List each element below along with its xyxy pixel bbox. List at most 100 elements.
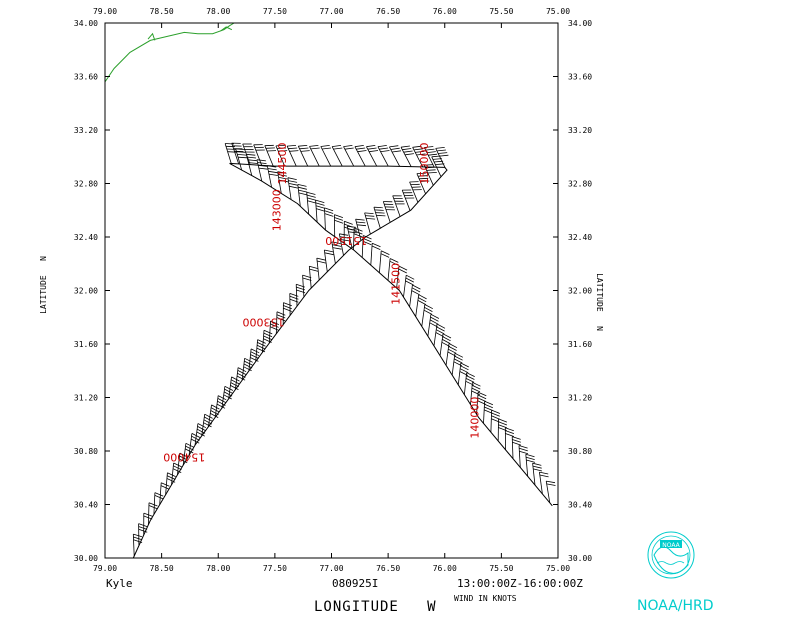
y-tick-label-right: 34.00 [568, 19, 592, 28]
x-tick-label-bottom: 76.00 [433, 564, 457, 573]
wind-barb-feather [173, 465, 182, 471]
wind-barb-feather [380, 150, 390, 153]
wind-barb-feather [315, 199, 325, 203]
wind-barb-feather [138, 523, 148, 527]
wind-units-note: WIND IN KNOTS [454, 594, 517, 603]
wind-barb-feather [243, 366, 252, 372]
wind-barb-feather [379, 147, 389, 150]
x-tick-label-bottom: 79.00 [93, 564, 117, 573]
wind-barb-feather [392, 150, 402, 153]
wind-barb-staff [464, 372, 467, 395]
wind-barb-feather [256, 344, 266, 350]
wind-barb-feather [465, 380, 474, 386]
wind-barb-feather [525, 453, 535, 458]
wind-barb-feather [484, 409, 493, 414]
wind-barb-feather [316, 208, 325, 212]
wind-barb-feather [237, 156, 248, 159]
wind-barb-staff [370, 243, 373, 266]
wind-barb-feather [447, 351, 457, 357]
wind-barb-feather [270, 323, 279, 328]
wind-barb-feather [454, 358, 463, 364]
time-range: 13:00:00Z-16:00:00Z [457, 577, 583, 590]
wind-barb-feather [173, 462, 182, 468]
wind-barb-feather [237, 372, 246, 378]
y-tick-label-left: 32.40 [74, 233, 98, 242]
wind-barb-feather [288, 183, 298, 186]
wind-barb-feather [356, 221, 366, 224]
wind-barb-feather [430, 313, 440, 319]
y-tick-label-right: 32.80 [568, 180, 592, 189]
wind-barb-feather [466, 375, 475, 380]
wind-barb-feather [210, 410, 219, 416]
wind-barb-feather [322, 147, 332, 150]
wind-barb-feather [362, 240, 372, 246]
coastline [104, 22, 235, 83]
wind-barb-feather [288, 180, 298, 183]
wind-barb-feather [425, 166, 435, 169]
wind-barb-feather [471, 384, 481, 390]
wind-barb-feather [339, 236, 349, 239]
wind-barb-feather [459, 371, 469, 376]
wind-barb-staff [241, 358, 245, 381]
wind-barb-feather [197, 423, 207, 429]
x-tick-label-top: 78.50 [150, 7, 174, 16]
wind-barb-staff [400, 147, 412, 167]
wind-barb-feather [436, 326, 445, 332]
wind-barb-feather [289, 150, 299, 152]
wind-barb-feather [276, 317, 286, 322]
wind-barb-staff [264, 145, 274, 167]
wind-barb-feather [306, 194, 316, 198]
wind-barb-feather [275, 145, 285, 147]
wind-barb-feather [263, 338, 272, 343]
wind-barb-staff [316, 258, 320, 281]
y-tick-label-left: 32.00 [74, 287, 98, 296]
wind-barb-feather [191, 438, 200, 444]
wind-barb-staff [266, 165, 272, 188]
x-tick-label-top: 77.00 [319, 7, 343, 16]
wind-barb-feather [442, 333, 452, 339]
wind-barb-feather [196, 431, 205, 437]
wind-barb-feather [324, 249, 334, 253]
wind-barb-staff [253, 144, 263, 166]
wind-barb-feather [491, 412, 500, 417]
wind-barb-feather [223, 391, 233, 397]
wind-barb-feather [448, 343, 458, 349]
wind-barb-staff [268, 320, 271, 344]
wind-barb-feather [416, 153, 426, 156]
x-tick-label-top: 75.00 [546, 7, 570, 16]
x-tick-label-bottom: 75.00 [546, 564, 570, 573]
wind-barb-feather [278, 177, 288, 180]
wind-barb-feather [278, 179, 288, 183]
wind-barb-feather [539, 471, 549, 475]
wind-barb-feather [491, 415, 500, 420]
wind-barb-staff [427, 314, 432, 337]
wind-barb-staff [275, 311, 278, 334]
time-label: 150000 [418, 142, 431, 184]
wind-barb-staff [231, 142, 240, 165]
wind-barb-feather [415, 150, 425, 153]
wind-barb-feather [390, 147, 400, 150]
wind-barb-feather [426, 151, 436, 153]
wind-barb-feather [466, 372, 475, 377]
wind-barb-staff [403, 275, 407, 298]
wind-barb-feather [133, 533, 143, 538]
wind-barb-feather [343, 145, 353, 147]
wind-barb-feather [377, 145, 387, 148]
y-axis-label-left: LATITUDE N [38, 256, 48, 314]
wind-barb-feather [309, 265, 319, 269]
wind-barb-feather [435, 147, 445, 149]
wind-barb-feather [289, 293, 299, 297]
wind-barb-feather [347, 225, 357, 228]
wind-barb-feather [471, 387, 481, 393]
wind-barb-staff [382, 201, 391, 223]
wind-barb-feather [216, 403, 226, 409]
wind-barb-staff [545, 481, 551, 503]
y-tick-label-left: 30.80 [74, 447, 98, 456]
wind-barb-feather [362, 238, 372, 243]
wind-barb-feather [498, 427, 507, 432]
wind-barb-feather [166, 478, 176, 483]
wind-barb-feather [431, 155, 441, 158]
wind-barb-staff [364, 212, 371, 235]
time-label: 141500 [389, 263, 402, 305]
wind-barb-feather [373, 206, 383, 209]
